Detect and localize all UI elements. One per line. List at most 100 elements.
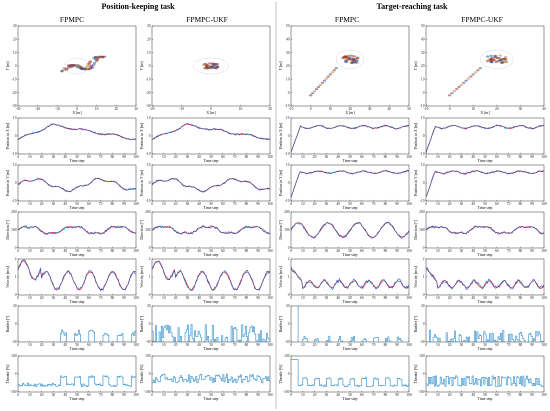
x-tick-label: 90 bbox=[256, 393, 260, 397]
y-tick-label: -20 bbox=[12, 91, 17, 95]
x-tick-label: 10 bbox=[471, 107, 475, 111]
vessel-marker bbox=[466, 77, 471, 80]
y-tick-label: 100 bbox=[11, 228, 17, 232]
x-tick-label: 50 bbox=[75, 393, 79, 397]
vessel-marker bbox=[72, 65, 76, 67]
y-tick-label: 30 bbox=[286, 51, 290, 55]
x-tick-label: 30 bbox=[186, 202, 190, 206]
x-tick-label: 100 bbox=[133, 249, 139, 253]
x-tick-label: 60 bbox=[495, 155, 499, 159]
x-tick-label: 10 bbox=[162, 343, 166, 347]
x-tick-label: 50 bbox=[75, 202, 79, 206]
vessel-marker bbox=[322, 79, 327, 82]
measured-series bbox=[426, 224, 544, 235]
y-tick-label: 0 bbox=[149, 246, 151, 250]
x-tick-label: 20 bbox=[448, 296, 452, 300]
y-tick-label: 0 bbox=[288, 91, 290, 95]
x-tick-label: 30 bbox=[460, 343, 464, 347]
x-tick-label: 100 bbox=[541, 393, 547, 397]
measured-series bbox=[18, 123, 136, 141]
x-axis-label: Time step bbox=[478, 159, 493, 163]
column-title-pk-fpmpc-ukf: FPMPC-UKF bbox=[186, 15, 228, 24]
vessel-marker bbox=[94, 55, 98, 58]
x-tick-label: 0 bbox=[425, 296, 427, 300]
x-tick-label: 60 bbox=[221, 155, 225, 159]
x-tick-label: 60 bbox=[495, 202, 499, 206]
control-series bbox=[297, 306, 409, 342]
y-tick-label: -30 bbox=[146, 104, 151, 108]
vessel-marker bbox=[489, 54, 493, 57]
vessel-marker bbox=[498, 60, 503, 63]
y-tick-label: -10 bbox=[285, 199, 290, 203]
x-tick-label: 90 bbox=[395, 249, 399, 253]
x-tick-label: 20 bbox=[448, 393, 452, 397]
y-tick-label: -100 bbox=[10, 390, 17, 394]
x-tick-label: 90 bbox=[530, 343, 534, 347]
vessel-marker bbox=[351, 58, 355, 61]
y-tick-label: -10 bbox=[12, 199, 17, 203]
x-tick-label: 30 bbox=[52, 296, 56, 300]
vessel-marker bbox=[459, 83, 464, 86]
x-tick-label: 30 bbox=[325, 343, 329, 347]
x-tick-label: 0 bbox=[151, 296, 153, 300]
vessel-marker bbox=[101, 56, 105, 59]
x-tick-label: 30 bbox=[325, 393, 329, 397]
x-tick-label: 30 bbox=[134, 107, 138, 111]
y-tick-label: 0 bbox=[423, 293, 425, 297]
control-series bbox=[152, 324, 270, 342]
vessel-marker bbox=[450, 92, 454, 95]
measured-series bbox=[18, 225, 136, 235]
x-tick-label: 100 bbox=[133, 202, 139, 206]
vessel-marker bbox=[320, 81, 325, 84]
y-axis-label: Velocity [m/s] bbox=[6, 266, 10, 288]
x-tick-label: 50 bbox=[75, 343, 79, 347]
x-axis-label: Time step bbox=[343, 206, 358, 210]
y-tick-label: 0 bbox=[423, 322, 425, 326]
y-tick-label: 2 bbox=[149, 257, 151, 261]
plot-frame bbox=[17, 211, 137, 249]
x-tick-label: 10 bbox=[329, 107, 333, 111]
y-axis-label: Direction [°] bbox=[414, 220, 418, 239]
x-tick-label: 80 bbox=[384, 343, 388, 347]
x-tick-label: 30 bbox=[186, 296, 190, 300]
x-tick-label: 70 bbox=[507, 202, 511, 206]
x-tick-label: 70 bbox=[233, 249, 237, 253]
x-tick-label: 10 bbox=[239, 107, 243, 111]
y-tick-label: -30 bbox=[420, 340, 425, 344]
x-tick-label: 50 bbox=[209, 249, 213, 253]
x-tick-label: 20 bbox=[40, 393, 44, 397]
x-tick-label: 20 bbox=[40, 155, 44, 159]
y-tick-label: 0 bbox=[149, 134, 151, 138]
x-tick-label: 40 bbox=[63, 393, 67, 397]
x-tick-label: 50 bbox=[483, 343, 487, 347]
y-tick-label: -30 bbox=[146, 340, 151, 344]
x-tick-label: 20 bbox=[313, 202, 317, 206]
measured-series bbox=[426, 124, 544, 153]
y-axis-label: Throttle [%] bbox=[279, 365, 283, 384]
vessel-marker bbox=[355, 56, 359, 59]
x-tick-label: 50 bbox=[75, 296, 79, 300]
x-tick-label: 20 bbox=[174, 155, 178, 159]
y-axis-label: Y [m] bbox=[140, 61, 144, 70]
measured-series bbox=[18, 259, 136, 292]
y-tick-label: 0 bbox=[288, 372, 290, 376]
plot-frame bbox=[151, 355, 271, 393]
x-axis-label: Time step bbox=[343, 253, 358, 257]
x-axis-label: Time step bbox=[70, 347, 85, 351]
y-tick-label: 1 bbox=[288, 275, 290, 279]
x-tick-label: 90 bbox=[256, 202, 260, 206]
y-tick-label: 10 bbox=[13, 51, 17, 55]
x-tick-label: 20 bbox=[448, 343, 452, 347]
x-tick-label: 10 bbox=[28, 296, 32, 300]
y-tick-label: 0 bbox=[15, 372, 17, 376]
y-tick-label: -100 bbox=[283, 390, 290, 394]
section-title-target-reaching: Target-reaching task bbox=[377, 2, 448, 11]
vessel-marker bbox=[75, 66, 80, 69]
